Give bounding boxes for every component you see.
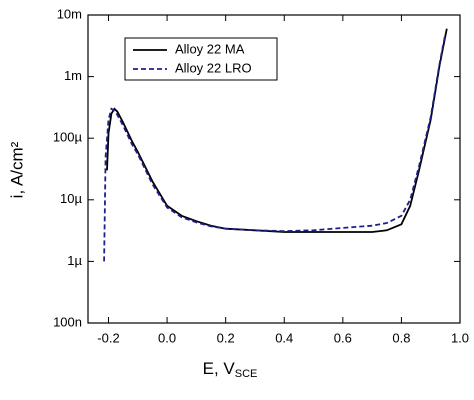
x-tick-label: 0.6 (334, 330, 352, 345)
x-tick-label: 1.0 (451, 330, 469, 345)
x-tick-label: -0.2 (97, 330, 119, 345)
x-tick-label: 0.2 (217, 330, 235, 345)
y-tick-label: 100n (53, 314, 82, 329)
x-axis-title-sub: SCE (235, 368, 258, 380)
x-axis-title-main: E, V (203, 359, 236, 378)
legend-box (124, 37, 278, 81)
y-tick-label: 1m (64, 68, 82, 83)
y-axis-title: i, A/cm² (7, 141, 26, 198)
x-tick-label: 0.8 (392, 330, 410, 345)
y-tick-label: 1µ (67, 253, 82, 268)
y-tick-label: 10m (57, 6, 82, 21)
legend-label: Alloy 22 LRO (175, 60, 252, 75)
legend-label: Alloy 22 MA (175, 41, 245, 56)
plot-frame (87, 14, 461, 324)
x-tick-label: 0.4 (275, 330, 293, 345)
y-tick-label: 100µ (53, 130, 83, 145)
series-line (103, 33, 447, 262)
x-axis-title: E, VSCE (203, 359, 258, 379)
x-tick-label: 0.0 (158, 330, 176, 345)
y-tick-label: 10µ (60, 191, 82, 206)
